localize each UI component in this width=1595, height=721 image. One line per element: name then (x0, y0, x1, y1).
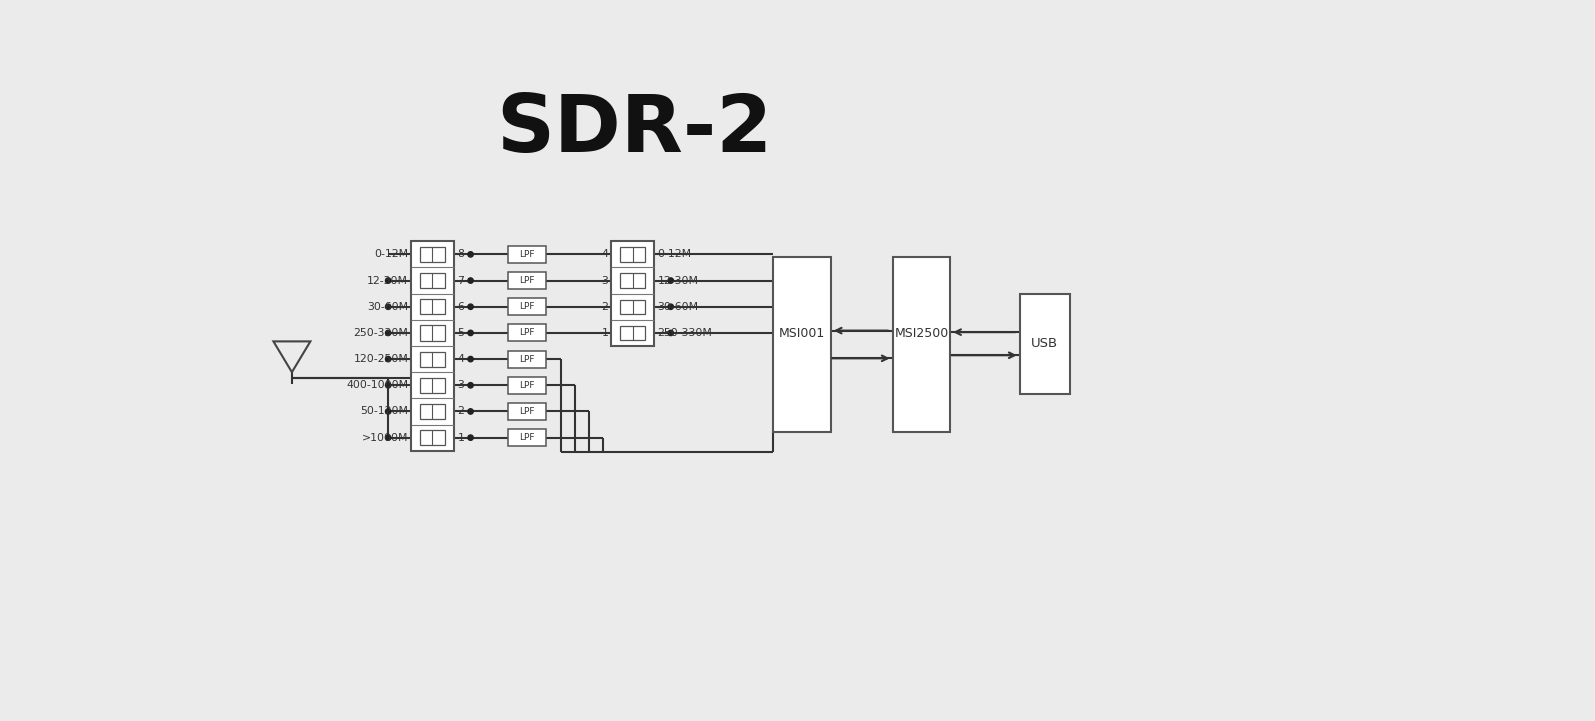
Bar (412, 242, 453, 451)
Bar (620, 326, 644, 340)
Circle shape (668, 330, 673, 335)
Bar (507, 324, 545, 341)
Text: 2: 2 (601, 302, 608, 311)
Text: 4: 4 (458, 354, 464, 364)
Text: LPF: LPF (518, 355, 534, 363)
Text: LPF: LPF (518, 276, 534, 285)
Text: 12-30M: 12-30M (657, 275, 699, 286)
Text: LPF: LPF (518, 381, 534, 390)
Bar (507, 377, 545, 394)
Text: 1: 1 (458, 433, 464, 443)
Text: 250-330M: 250-330M (657, 328, 713, 338)
Bar (507, 272, 545, 289)
Bar (1019, 293, 1070, 394)
Circle shape (386, 356, 391, 362)
Circle shape (467, 304, 474, 309)
Bar (419, 247, 445, 262)
Circle shape (386, 330, 391, 335)
Bar (507, 403, 545, 420)
Text: 30-60M: 30-60M (657, 302, 699, 311)
Text: 30-60M: 30-60M (367, 302, 408, 311)
Bar (419, 325, 445, 340)
Bar (419, 404, 445, 419)
Text: LPF: LPF (518, 302, 534, 311)
Text: 400-1000M: 400-1000M (346, 380, 408, 390)
Bar (611, 242, 654, 346)
Bar (507, 246, 545, 263)
Bar (507, 429, 545, 446)
Circle shape (386, 304, 391, 309)
Circle shape (467, 252, 474, 257)
Bar (774, 257, 831, 433)
Circle shape (467, 330, 474, 335)
Text: 0-12M: 0-12M (657, 249, 692, 260)
Text: USB: USB (1030, 337, 1057, 350)
Text: 6: 6 (458, 302, 464, 311)
Bar (620, 247, 644, 262)
Text: 12-30M: 12-30M (367, 275, 408, 286)
Bar (419, 430, 445, 446)
Circle shape (467, 383, 474, 388)
Circle shape (386, 409, 391, 414)
Bar (419, 378, 445, 393)
Text: 7: 7 (458, 275, 464, 286)
Bar (893, 257, 951, 433)
Circle shape (668, 278, 673, 283)
Text: >1000M: >1000M (362, 433, 408, 443)
Text: 120-250M: 120-250M (354, 354, 408, 364)
Text: 5: 5 (458, 328, 464, 338)
Text: 50-120M: 50-120M (360, 407, 408, 417)
Circle shape (386, 435, 391, 441)
Bar (620, 273, 644, 288)
Bar (507, 298, 545, 315)
Circle shape (386, 278, 391, 283)
Circle shape (467, 409, 474, 414)
Circle shape (467, 435, 474, 441)
Bar (419, 299, 445, 314)
Text: 0-12M: 0-12M (375, 249, 408, 260)
Text: MSI2500: MSI2500 (895, 327, 949, 340)
Bar (419, 352, 445, 367)
Text: 4: 4 (601, 249, 608, 260)
Text: LPF: LPF (518, 407, 534, 416)
Text: MSI001: MSI001 (778, 327, 825, 340)
Circle shape (668, 304, 673, 309)
Text: 1: 1 (601, 328, 608, 338)
Circle shape (467, 356, 474, 362)
Bar (419, 273, 445, 288)
Text: 250-330M: 250-330M (354, 328, 408, 338)
Text: LPF: LPF (518, 329, 534, 337)
Circle shape (386, 383, 391, 388)
Text: 2: 2 (458, 407, 464, 417)
Text: LPF: LPF (518, 433, 534, 442)
Bar (507, 350, 545, 368)
Text: 3: 3 (458, 380, 464, 390)
Bar (620, 299, 644, 314)
Text: SDR-2: SDR-2 (496, 91, 772, 169)
Text: 3: 3 (601, 275, 608, 286)
Circle shape (467, 278, 474, 283)
Text: LPF: LPF (518, 250, 534, 259)
Text: 8: 8 (458, 249, 464, 260)
